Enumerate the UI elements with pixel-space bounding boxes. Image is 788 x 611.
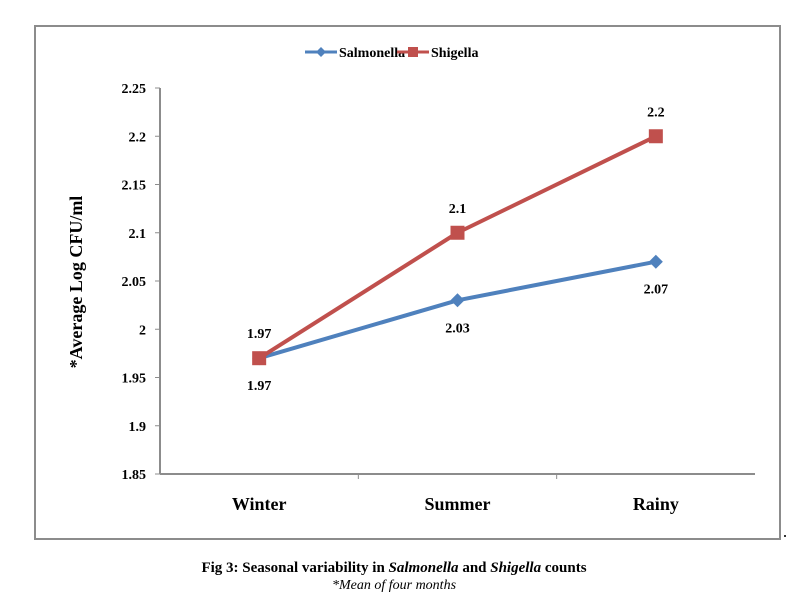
data-label-salmonella: 1.97 xyxy=(247,379,272,394)
y-tick-label: 2.25 xyxy=(122,82,147,97)
y-tick-label: 1.95 xyxy=(122,372,147,387)
y-tick-label: 2.05 xyxy=(122,275,147,290)
stray-dot xyxy=(784,535,786,537)
legend-marker-diamond xyxy=(316,47,326,57)
y-axis-label: *Average Log CFU/ml xyxy=(66,196,86,369)
x-tick-label: Winter xyxy=(232,494,287,514)
caption-prefix: Fig 3: Seasonal variability in xyxy=(201,560,389,576)
caption-suffix: counts xyxy=(541,560,587,576)
data-labels: 1.97 2.03 2.07 1.97 2.1 2.2 xyxy=(247,105,668,394)
y-tick-label: 2.1 xyxy=(129,227,147,242)
caption-italic-shigella: Shigella xyxy=(490,560,542,576)
figure-caption: Fig 3: Seasonal variability in Salmonell… xyxy=(0,560,788,577)
data-label-shigella: 2.1 xyxy=(449,202,467,217)
data-point-shigella xyxy=(252,351,267,366)
data-label-salmonella: 2.03 xyxy=(445,321,470,336)
data-label-shigella: 2.2 xyxy=(647,105,665,120)
caption-middle: and xyxy=(458,560,491,576)
x-tick-label: Summer xyxy=(425,494,491,514)
axes: 1.85 1.9 1.95 2 2.05 2.1 2.15 2.2 2.25 Winter Summ… xyxy=(122,82,755,514)
y-tick-label: 2 xyxy=(139,323,146,338)
series-line-salmonella xyxy=(258,259,657,361)
figure-note: *Mean of four months xyxy=(331,578,457,593)
data-label-shigella: 1.97 xyxy=(247,327,272,342)
data-point-shigella xyxy=(450,225,465,240)
legend: Salmonella Shigella xyxy=(305,46,478,61)
legend-label: Salmonella xyxy=(339,46,405,61)
legend-marker-square xyxy=(408,47,418,57)
data-point-salmonella xyxy=(450,293,465,308)
y-tick-label: 2.2 xyxy=(129,130,147,145)
series-group xyxy=(252,129,663,366)
x-tick-label: Rainy xyxy=(633,494,679,514)
legend-label: Shigella xyxy=(431,46,478,61)
chart-frame xyxy=(34,25,781,540)
y-tick-label: 1.9 xyxy=(129,420,147,435)
caption-italic-salmonella: Salmonella xyxy=(388,560,459,576)
y-tick-label: 1.85 xyxy=(122,468,147,483)
data-label-salmonella: 2.07 xyxy=(644,283,669,298)
data-point-salmonella xyxy=(648,254,663,269)
y-tick-label: 2.15 xyxy=(122,179,147,194)
data-point-shigella xyxy=(648,129,663,144)
